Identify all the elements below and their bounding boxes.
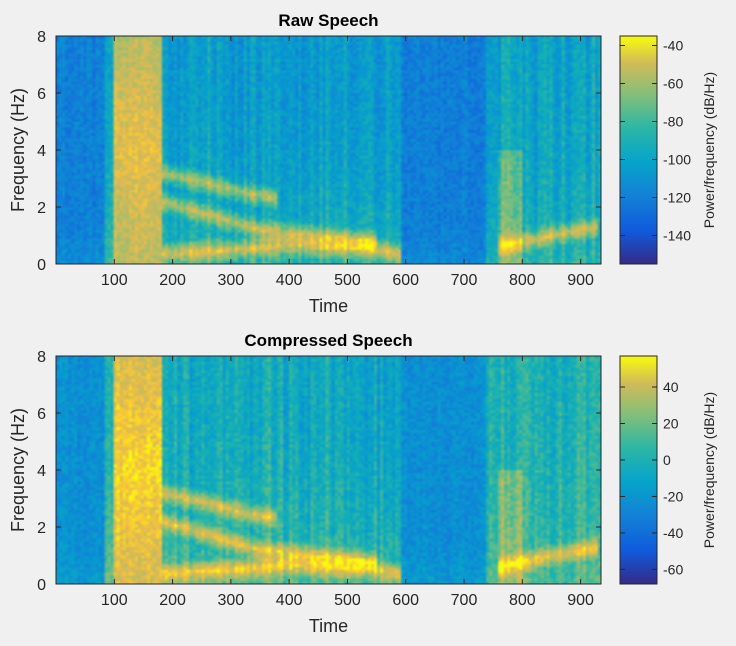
- x-tick-label: 900: [567, 592, 594, 609]
- y-tick-label: 8: [37, 349, 46, 366]
- y-tick-label: 2: [37, 520, 46, 537]
- x-tick-label: 700: [451, 272, 478, 289]
- spectrogram-image: [56, 36, 601, 264]
- colorbar-tick-label: -20: [663, 488, 683, 504]
- x-tick-label: 600: [392, 592, 419, 609]
- x-tick-label: 400: [276, 272, 303, 289]
- y-axis-label: Frequency (Hz): [8, 408, 28, 532]
- chart-title: Compressed Speech: [244, 331, 412, 350]
- x-axis-label: Time: [309, 296, 348, 316]
- colorbar-tick-label: -80: [663, 114, 683, 130]
- y-tick-label: 4: [37, 143, 46, 160]
- y-tick-label: 4: [37, 463, 46, 480]
- colorbar-tick-label: 0: [663, 452, 671, 468]
- y-axis-label: Frequency (Hz): [8, 88, 28, 212]
- spectrogram-image: [56, 356, 601, 584]
- colorbar-tick-label: 20: [663, 415, 679, 431]
- colorbar-tick-label: -140: [663, 228, 691, 244]
- x-tick-label: 500: [334, 272, 361, 289]
- x-tick-label: 300: [218, 592, 245, 609]
- y-tick-label: 0: [37, 577, 46, 594]
- colorbar-tick-label: 40: [663, 379, 679, 395]
- x-tick-label: 700: [451, 592, 478, 609]
- y-tick-label: 0: [37, 257, 46, 274]
- colorbar-label: Power/frequency (dB/Hz): [701, 392, 717, 548]
- colorbar-tick-label: -40: [663, 525, 683, 541]
- y-tick-label: 8: [37, 29, 46, 46]
- colorbar: -60 -40 -20 0 20 40 Power/frequency (dB/Hz): [619, 355, 717, 585]
- x-tick-label: 800: [509, 272, 536, 289]
- y-tick-label: 2: [37, 200, 46, 217]
- x-tick-label: 900: [567, 272, 594, 289]
- colorbar-tick-label: -60: [663, 76, 683, 92]
- colorbar-label: Power/frequency (dB/Hz): [701, 72, 717, 228]
- y-tick-label: 6: [37, 406, 46, 423]
- x-tick-label: 600: [392, 272, 419, 289]
- spectrogram-panel-1: 100 200 300 400 500 600 700 800 900 0 2 4 6 8 Raw Spee…: [8, 11, 717, 316]
- x-tick-label: 300: [218, 272, 245, 289]
- x-axis-label: Time: [309, 616, 348, 636]
- x-tick-label: 100: [101, 272, 128, 289]
- colorbar-gradient: [619, 355, 658, 585]
- colorbar-tick-label: -120: [663, 190, 691, 206]
- x-tick-label: 400: [276, 592, 303, 609]
- x-tick-label: 500: [334, 592, 361, 609]
- colorbar: -140 -120 -100 -80 -60 -40 Power/frequency (dB…: [619, 35, 717, 265]
- y-tick-label: 6: [37, 86, 46, 103]
- x-tick-label: 200: [159, 272, 186, 289]
- colorbar-tick-label: -60: [663, 561, 683, 577]
- x-tick-label: 100: [101, 592, 128, 609]
- x-tick-label: 200: [159, 592, 186, 609]
- colorbar-tick-label: -100: [663, 152, 691, 168]
- colorbar-tick-label: -40: [663, 38, 683, 54]
- spectrogram-panel-2: 100 200 300 400 500 600 700 800 90002468Compress…: [8, 331, 717, 636]
- colorbar-gradient: [619, 35, 658, 265]
- chart-title: Raw Speech: [278, 11, 378, 30]
- x-tick-label: 800: [509, 592, 536, 609]
